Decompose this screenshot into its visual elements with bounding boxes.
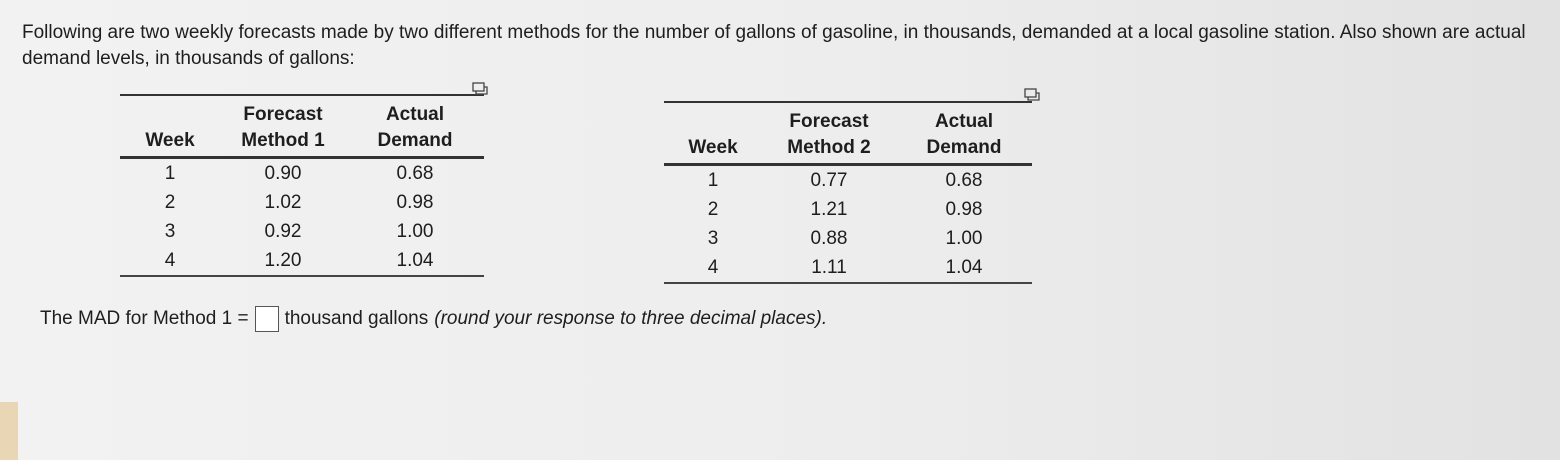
table-row: 1 0.90 0.68 (164, 162, 434, 184)
left-edge-strip (0, 402, 18, 460)
col-header-actual: Actual Demand (896, 109, 1032, 166)
mad-answer-input[interactable] (254, 306, 279, 332)
table-row: 2 1.02 0.98 (164, 191, 434, 213)
mad-suffix: thousand gallons (284, 308, 429, 329)
table-row: 2 1.21 0.98 (707, 198, 983, 220)
table-row: 3 0.92 1.00 (164, 220, 434, 242)
table-row: 4 1.11 1.04 (664, 253, 1032, 283)
copy-to-clipboard-icon[interactable] (1024, 88, 1040, 102)
copy-to-clipboard-icon[interactable] (472, 82, 488, 96)
col-header-forecast: Forecast Method 2 (762, 109, 896, 166)
question-intro: Following are two weekly forecasts made … (22, 22, 1526, 69)
table-row: 3 0.88 1.00 (707, 227, 983, 249)
forecast-table-method-2: Week Forecast Method 2 Actual Demand 1 0… (664, 101, 1032, 284)
mad-prefix: The MAD for Method 1 = (40, 308, 249, 329)
col-header-forecast: Forecast Method 1 (220, 102, 346, 159)
col-header-week: Week (664, 109, 762, 166)
table-row: 1 0.77 0.68 (707, 169, 983, 191)
rounding-hint: (round your response to three decimal pl… (434, 308, 828, 329)
table-row: 4 1.20 1.04 (120, 246, 484, 276)
col-header-week: Week (120, 102, 220, 159)
col-header-actual: Actual Demand (346, 102, 484, 159)
forecast-table-method-1: Week Forecast Method 1 Actual Demand 1 0… (120, 94, 484, 277)
mad-question: The MAD for Method 1 = thousand gallons … (40, 306, 827, 332)
